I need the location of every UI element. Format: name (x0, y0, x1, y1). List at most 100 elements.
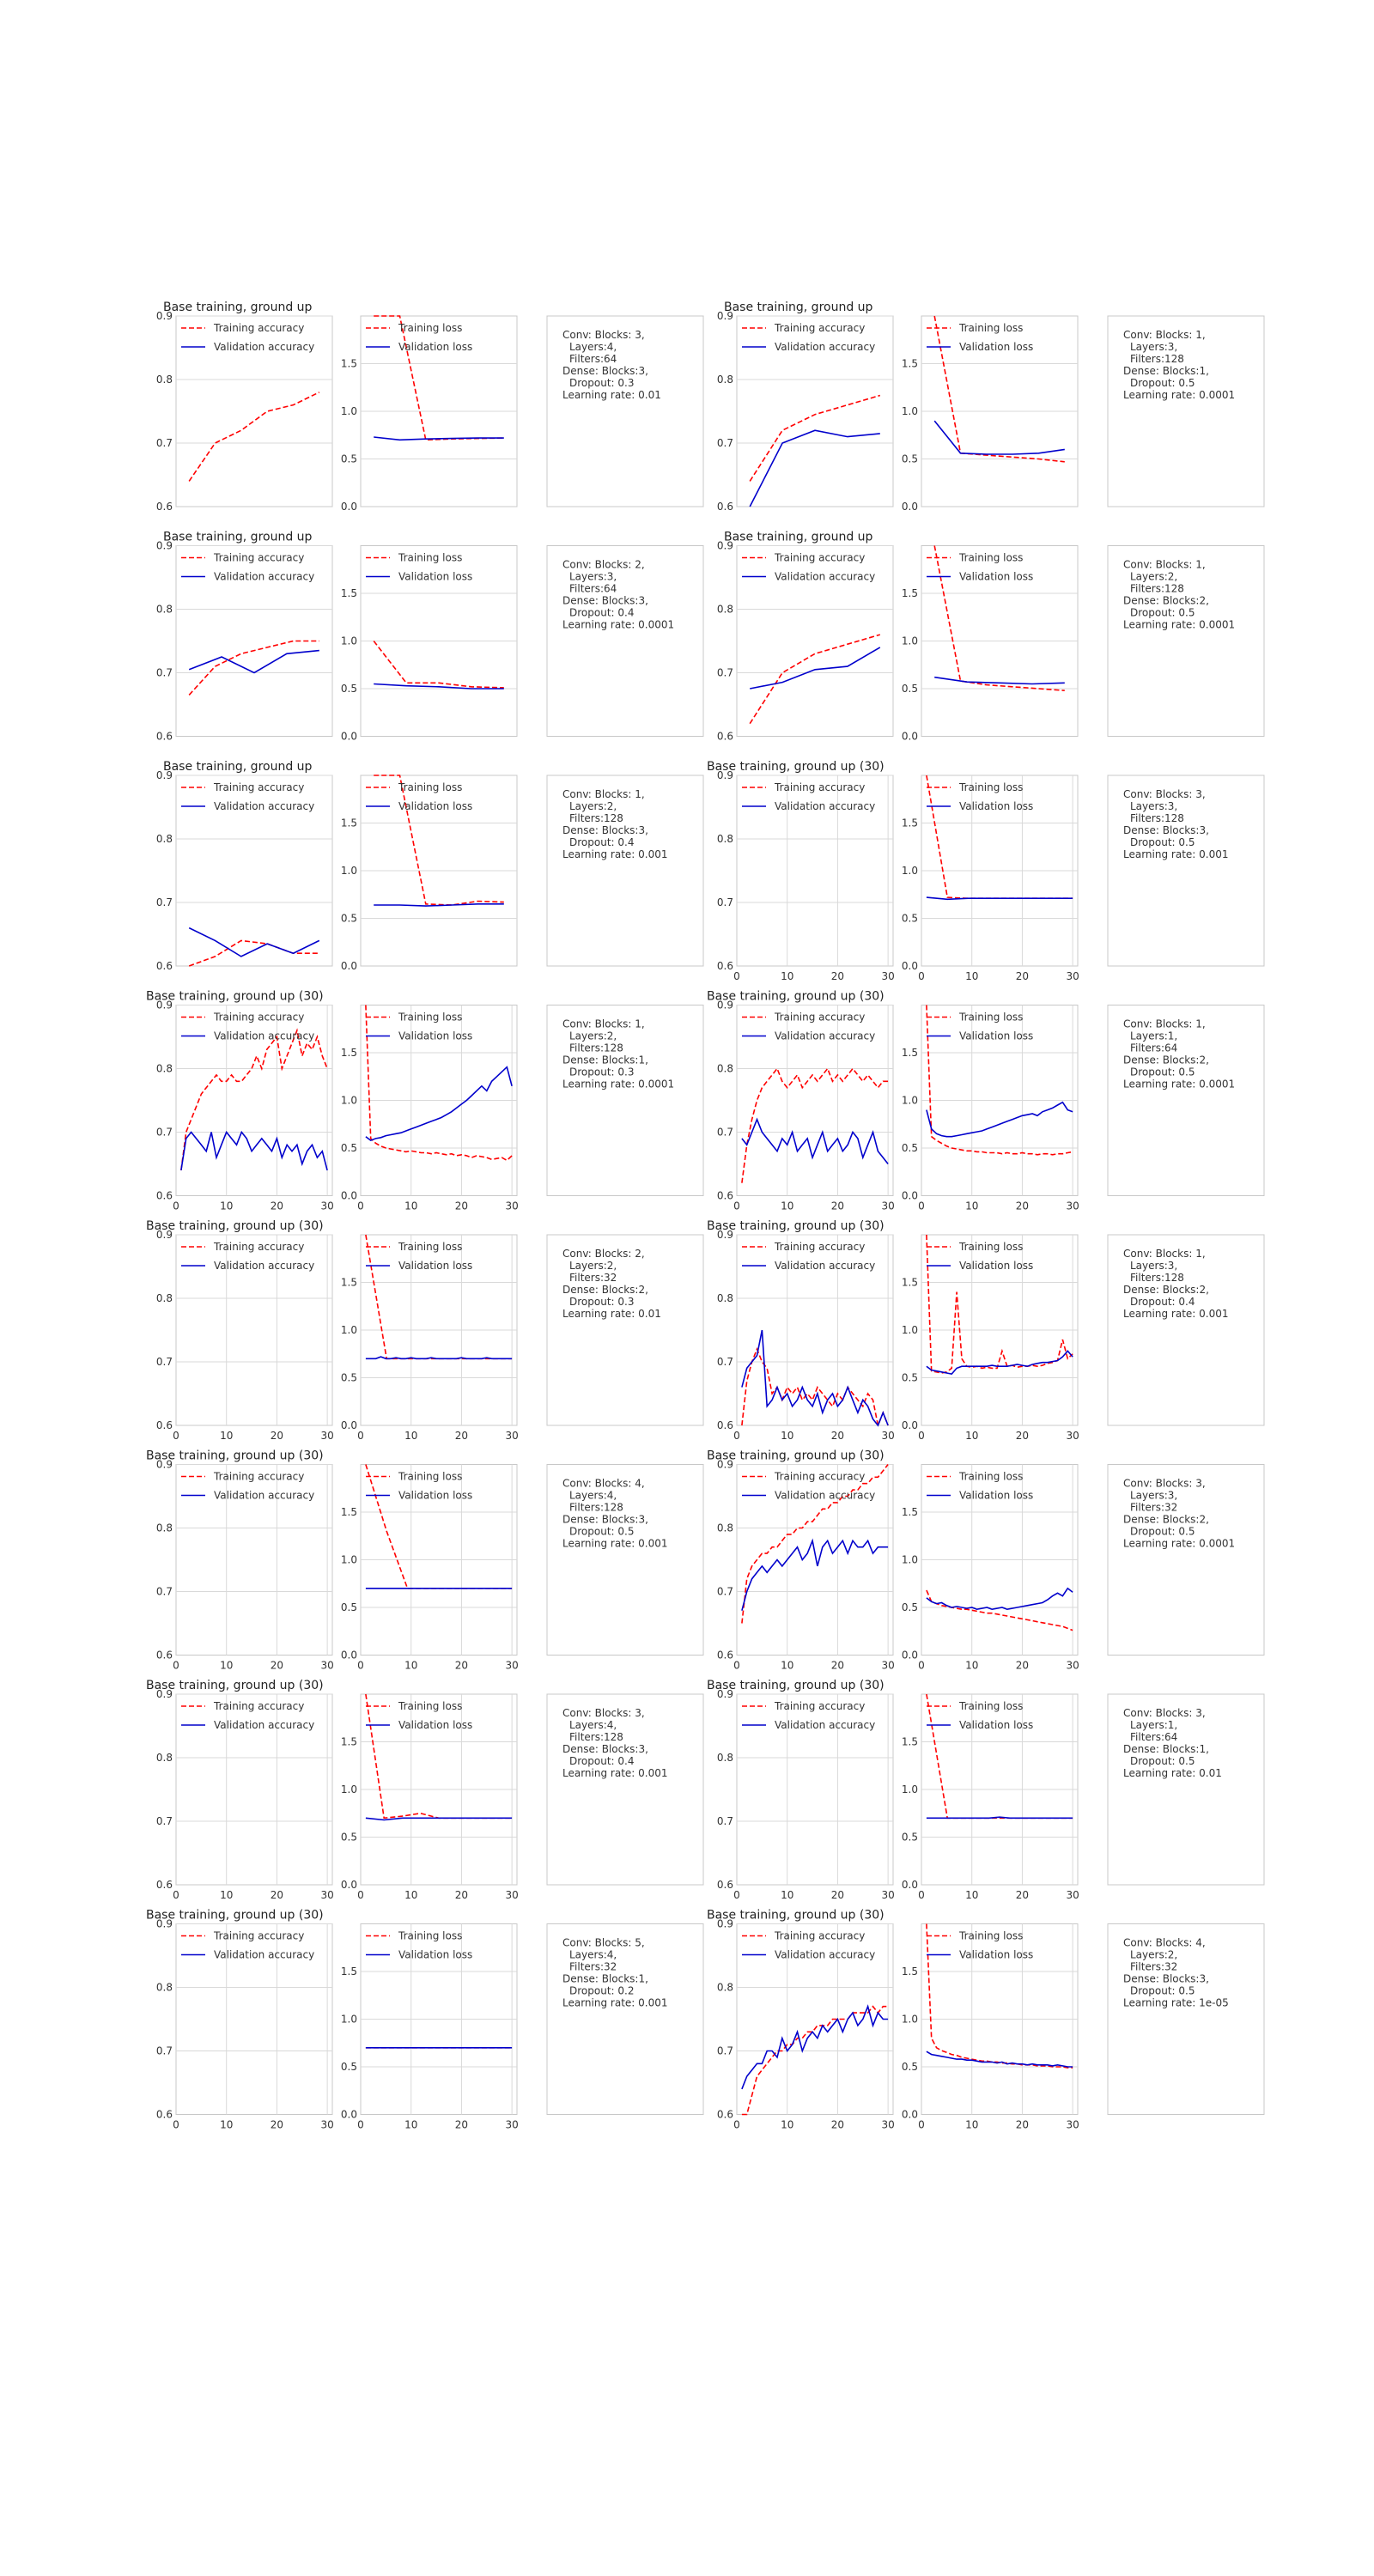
hyperparameter-line: Conv: Blocks: 1, (1123, 1018, 1206, 1030)
y-tick-label: 1.5 (902, 1965, 918, 1978)
hyperparameter-box (546, 1005, 704, 1196)
panel-title: Base training, ground up (30) (707, 1909, 885, 1923)
x-tick-label: 10 (781, 1660, 793, 1672)
legend-label-train: Training accuracy (213, 1700, 304, 1712)
hyperparameter-line: Learning rate: 0.0001 (1123, 619, 1235, 631)
legend-label-val: Validation accuracy (775, 1260, 875, 1272)
hyperparameter-line: Layers:4, (569, 1719, 617, 1731)
validation-loss-line (926, 1101, 1073, 1138)
y-tick-label: 1.0 (902, 1095, 918, 1107)
hyperparameter-line: Learning rate: 1e-05 (1123, 1997, 1229, 2009)
plot-area (736, 545, 894, 737)
y-tick-label: 0.8 (156, 604, 173, 616)
hyperparameter-line: Conv: Blocks: 4, (562, 1478, 645, 1490)
legend-label-train: Training accuracy (774, 1930, 865, 1942)
hyperparameter-line: Filters:32 (1130, 1502, 1177, 1514)
hyperparameter-box (1107, 1234, 1265, 1426)
plot-area (175, 1923, 333, 2115)
y-tick-label: 0.9 (156, 1688, 173, 1700)
y-tick-label: 1.5 (902, 1047, 918, 1059)
legend-label-train: Training loss (958, 322, 1023, 334)
experiment-panel-2: Base training, ground up 0.6 0.7 0.8 0.9 Trai… (717, 301, 1265, 513)
hyperparameter-line: Dense: Blocks:2, (1123, 595, 1209, 607)
legend-label-train: Training loss (958, 1700, 1023, 1712)
x-tick-label: 0 (918, 1430, 925, 1442)
validation-accuracy-line (188, 649, 319, 674)
x-tick-label: 0 (733, 1660, 740, 1672)
panel-title: Base training, ground up (30) (707, 990, 885, 1004)
plot-area (736, 1923, 894, 2115)
x-tick-label: 10 (404, 1889, 417, 1901)
hyperparameter-box (1107, 1005, 1265, 1196)
hyperparameter-line: Layers:1, (1130, 1719, 1177, 1731)
hyperparameter-line: Filters:128 (1130, 583, 1184, 595)
hyperparameter-line: Dense: Blocks:3, (562, 1514, 648, 1526)
training-accuracy-line (741, 1464, 889, 1624)
experiment-panel-8: Base training, ground up (30) 0.6 0.7 0.8 0.… (707, 990, 1265, 1212)
training-accuracy-line (180, 1028, 328, 1171)
y-tick-label: 1.5 (341, 1736, 357, 1748)
x-tick-label: 0 (918, 970, 925, 982)
y-tick-label: 0.5 (341, 683, 357, 695)
legend-label-val: Validation loss (959, 1490, 1033, 1502)
legend-label-train: Training accuracy (774, 1700, 865, 1712)
y-tick-label: 0.0 (341, 1419, 357, 1431)
y-tick-label: 0.9 (717, 1459, 733, 1471)
x-tick-label: 10 (781, 2119, 793, 2131)
legend-label-train: Training loss (398, 781, 462, 793)
x-tick-label: 10 (965, 1200, 978, 1212)
validation-loss-line (374, 903, 504, 907)
y-tick-label: 1.5 (902, 1736, 918, 1748)
y-tick-label: 0.6 (156, 1190, 173, 1202)
y-tick-label: 0.5 (341, 1372, 357, 1384)
y-tick-label: 0.7 (717, 1586, 733, 1598)
hyperparameter-line: Learning rate: 0.01 (1123, 1767, 1222, 1779)
y-tick-label: 0.7 (717, 667, 733, 679)
y-tick-label: 0.8 (156, 1982, 173, 1994)
experiment-panel-12: Base training, ground up (30) 0.6 0.7 0.8 0.… (707, 1449, 1265, 1672)
x-tick-label: 10 (404, 1430, 417, 1442)
panel-title: Base training, ground up (30) (146, 1679, 324, 1692)
panel-title: Base training, ground up (30) (707, 1679, 885, 1692)
panel-title: Base training, ground up (163, 531, 313, 544)
panel-title: Base training, ground up (30) (707, 1449, 885, 1463)
y-tick-label: 0.6 (156, 1419, 173, 1431)
legend-label-train: Training loss (398, 1930, 462, 1942)
y-tick-label: 0.7 (717, 2045, 733, 2057)
legend-label-val: Validation loss (959, 1030, 1033, 1042)
y-tick-label: 0.6 (717, 731, 733, 743)
legend-label-train: Training accuracy (213, 1930, 304, 1942)
y-tick-label: 0.9 (156, 540, 173, 552)
validation-loss-line (926, 1816, 1073, 1820)
hyperparameter-line: Layers:2, (569, 1030, 617, 1042)
hyperparameter-line: Filters:64 (1130, 1731, 1177, 1743)
training-loss-line (926, 1923, 1073, 2069)
x-tick-label: 10 (220, 1430, 233, 1442)
x-tick-label: 20 (831, 2119, 844, 2131)
x-tick-label: 30 (320, 1200, 333, 1212)
legend-label-train: Training accuracy (213, 1241, 304, 1253)
hyperparameter-line: Conv: Blocks: 1, (562, 1018, 645, 1030)
training-loss-line (926, 1005, 1073, 1156)
y-tick-label: 0.5 (341, 1142, 357, 1154)
hyperparameter-line: Filters:128 (569, 1502, 623, 1514)
y-tick-label: 0.7 (156, 1586, 173, 1598)
y-tick-label: 0.7 (717, 1127, 733, 1139)
hyperparameter-line: Dense: Blocks:1, (1123, 1743, 1209, 1755)
legend-label-train: Training loss (398, 1012, 462, 1024)
x-tick-label: 10 (781, 1200, 793, 1212)
hyperparameter-line: Layers:2, (1130, 571, 1177, 583)
hyperparameter-line: Layers:3, (1130, 1490, 1177, 1502)
y-tick-label: 0.7 (156, 437, 173, 449)
validation-accuracy-line (750, 647, 881, 690)
y-tick-label: 0.7 (156, 1127, 173, 1139)
validation-accuracy-line (741, 1329, 889, 1427)
validation-loss-line (374, 683, 504, 690)
x-tick-label: 30 (320, 1889, 333, 1901)
hyperparameter-line: Filters:128 (1130, 1272, 1184, 1284)
training-loss-line (365, 1005, 513, 1162)
hyperparameter-box (1107, 1464, 1265, 1656)
x-tick-label: 0 (173, 1889, 179, 1901)
y-tick-label: 1.0 (902, 1783, 918, 1795)
panel-title: Base training, ground up (30) (146, 1909, 324, 1923)
